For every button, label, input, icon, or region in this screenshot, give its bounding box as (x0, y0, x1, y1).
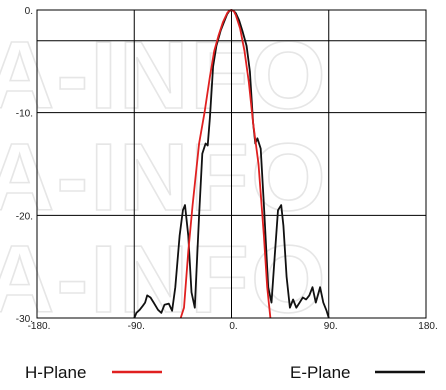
plot-frame (36, 9, 427, 319)
watermark-text: A-INFO (0, 22, 328, 129)
x-tick-label: 180. (418, 321, 437, 332)
legend: H-Plane E-Plane (25, 363, 425, 382)
y-tick-label: -10. (16, 109, 33, 120)
x-tick-label: -180. (28, 321, 51, 332)
x-tick-label: 90. (324, 321, 338, 332)
legend-label-h-plane: H-Plane (25, 363, 86, 382)
legend-item-e-plane: E-Plane (290, 363, 425, 382)
tick-labels: -180. -90. 0. 90. 180. 0. -10. -20. -30. (16, 6, 438, 332)
y-tick-label: -30. (16, 314, 33, 325)
x-tick-label: -90. (128, 321, 145, 332)
plot-border (36, 9, 427, 319)
legend-label-e-plane: E-Plane (290, 363, 350, 382)
x-tick-label: 0. (229, 321, 237, 332)
legend-item-h-plane: H-Plane (25, 363, 162, 382)
watermark-text: A-INFO (0, 226, 328, 333)
y-tick-label: -20. (16, 211, 33, 222)
watermark-text: A-INFO (0, 124, 328, 231)
y-tick-label: 0. (25, 6, 33, 17)
